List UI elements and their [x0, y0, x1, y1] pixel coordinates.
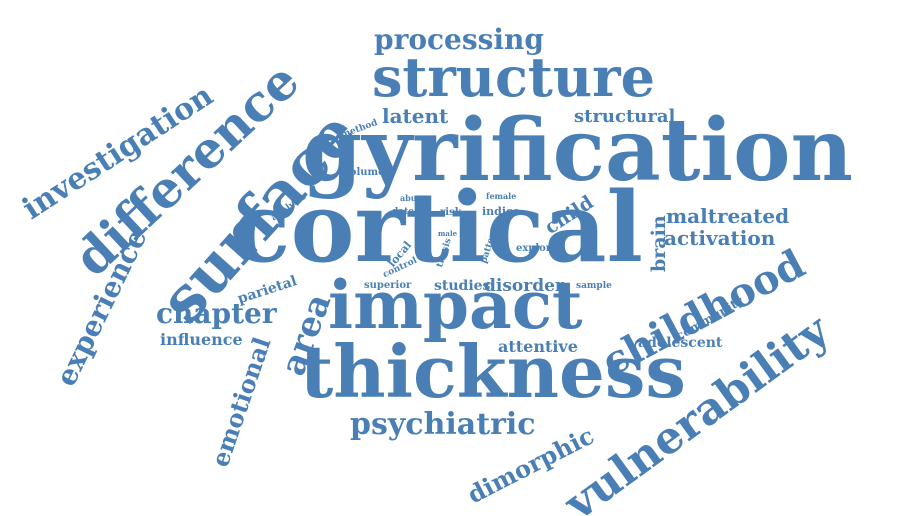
word-gyrification: gyrification — [302, 100, 853, 201]
word-adolescent: adolescent — [638, 335, 723, 351]
word-attentive: attentive — [498, 337, 578, 356]
word-date: date — [392, 207, 415, 217]
word-maltreated: maltreated — [666, 204, 790, 228]
word-cortical: cortical — [232, 171, 643, 284]
word-chapter: chapter — [156, 297, 277, 330]
word-brain: brain — [648, 215, 670, 272]
word-structural: structural — [574, 106, 676, 127]
word-latent: latent — [382, 104, 449, 128]
word-emotional: emotional — [205, 333, 277, 471]
word-impact: impact — [328, 266, 583, 344]
word-studies: studies — [434, 278, 491, 294]
word-sample: sample — [576, 281, 612, 291]
word-risk: risk — [440, 207, 462, 218]
word-influence: influence — [160, 330, 243, 349]
word-indice: indice — [482, 205, 520, 218]
word-volume: volume — [344, 167, 385, 178]
word-psychiatric: psychiatric — [350, 407, 536, 442]
word-thickness: thickness — [300, 329, 686, 414]
word-male: male — [438, 229, 458, 238]
word-disorder: disorder — [484, 276, 564, 296]
word-explore: explore — [516, 243, 558, 254]
word-abuse: abuse — [400, 193, 427, 203]
word-female: female — [486, 191, 517, 201]
word-processing: processing — [374, 23, 544, 56]
word-activation: activation — [664, 226, 776, 250]
word-superior: superior — [364, 280, 412, 291]
word-structure: structure — [372, 45, 655, 109]
